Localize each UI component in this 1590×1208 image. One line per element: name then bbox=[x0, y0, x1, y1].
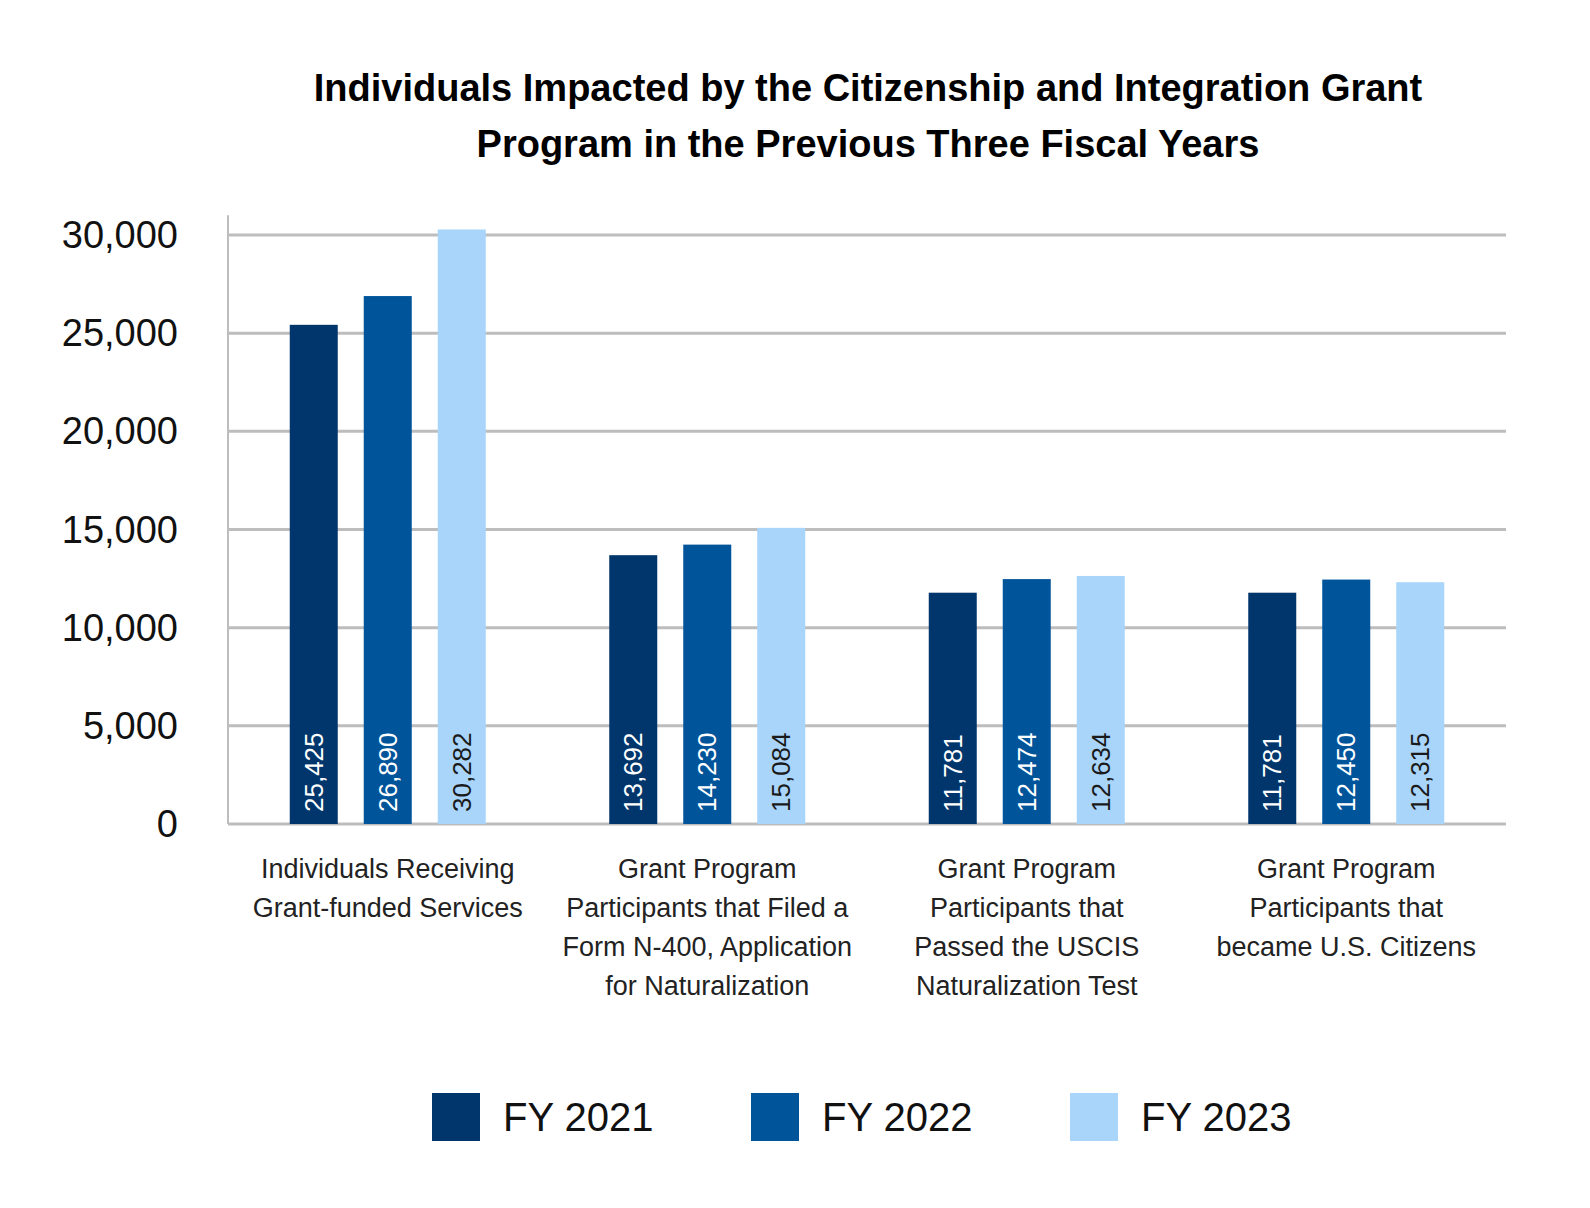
bar bbox=[929, 593, 977, 824]
x-tick-label: Individuals Receiving Grant-funded Servi… bbox=[243, 850, 533, 928]
data-label: 11,781 bbox=[938, 734, 968, 812]
data-label: 15,084 bbox=[766, 732, 796, 812]
bar bbox=[290, 325, 338, 824]
grid-line bbox=[228, 234, 1506, 237]
legend-label: FY 2021 bbox=[503, 1095, 654, 1139]
bars bbox=[290, 229, 1445, 824]
data-label: 30,282 bbox=[447, 732, 477, 812]
legend-swatch bbox=[751, 1093, 799, 1141]
legend-swatch bbox=[432, 1093, 480, 1141]
data-label: 12,450 bbox=[1331, 732, 1361, 812]
y-tick-label: 5,000 bbox=[83, 705, 178, 747]
grid-line bbox=[228, 332, 1506, 335]
bar bbox=[1248, 593, 1296, 824]
grid bbox=[228, 235, 1506, 824]
x-tick-label: Grant Program Participants that Passed t… bbox=[882, 850, 1172, 1006]
legend: FY 2021 FY 2022 FY 2023 bbox=[432, 1093, 1292, 1141]
data-labels: 25,425 13,692 11,781 11,781 26,890 14,230 12,4… bbox=[299, 732, 1436, 812]
x-tick-label: Grant Program Participants that Filed a … bbox=[562, 850, 852, 1006]
grid-line bbox=[228, 430, 1506, 433]
y-tick-label: 25,000 bbox=[62, 312, 178, 354]
grid-line bbox=[228, 626, 1506, 629]
bar bbox=[609, 555, 657, 824]
grid-line bbox=[228, 528, 1506, 531]
data-label: 25,425 bbox=[299, 732, 329, 812]
bar bbox=[1003, 579, 1051, 824]
chart: 0 5,000 10,000 15,000 20,000 25,000 30,000 25,4… bbox=[0, 0, 1590, 1208]
grid-line bbox=[228, 823, 1506, 826]
bar bbox=[364, 296, 412, 824]
data-label: 12,474 bbox=[1012, 732, 1042, 812]
data-label: 14,230 bbox=[692, 732, 722, 812]
data-label: 12,315 bbox=[1405, 732, 1435, 812]
data-label: 13,692 bbox=[618, 732, 648, 812]
grid-line bbox=[228, 724, 1506, 727]
data-label: 12,634 bbox=[1086, 732, 1116, 812]
legend-label: FY 2023 bbox=[1141, 1095, 1292, 1139]
y-tick-label: 20,000 bbox=[62, 410, 178, 452]
data-label: 26,890 bbox=[373, 732, 403, 812]
y-axis-line bbox=[227, 215, 229, 824]
bar bbox=[683, 545, 731, 824]
bar bbox=[757, 528, 805, 824]
x-tick-label: Grant Program Participants that became U… bbox=[1201, 850, 1491, 967]
legend-swatch bbox=[1070, 1093, 1118, 1141]
bar bbox=[438, 229, 486, 824]
bar bbox=[1396, 582, 1444, 824]
chart-title: Individuals Impacted by the Citizenship … bbox=[238, 60, 1498, 172]
legend-label: FY 2022 bbox=[822, 1095, 973, 1139]
bar bbox=[1322, 580, 1370, 824]
bar bbox=[1077, 576, 1125, 824]
data-label: 11,781 bbox=[1257, 734, 1287, 812]
y-tick-label: 0 bbox=[157, 803, 178, 845]
y-tick-label: 15,000 bbox=[62, 509, 178, 551]
y-tick-label: 10,000 bbox=[62, 607, 178, 649]
y-tick-label: 30,000 bbox=[62, 214, 178, 256]
